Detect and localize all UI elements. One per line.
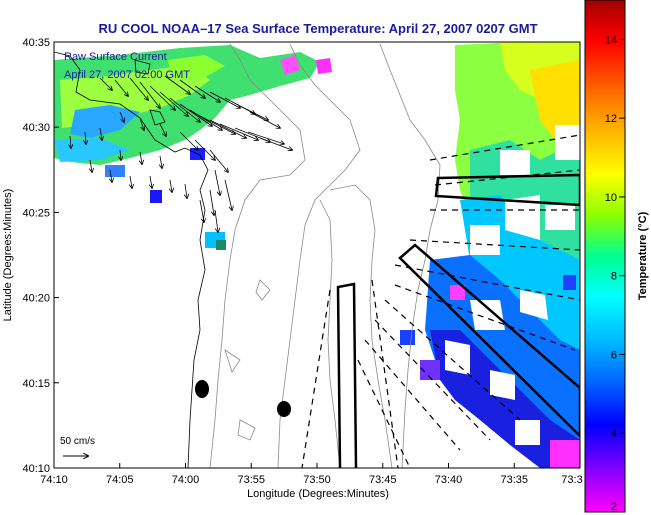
x-tick-label: 73:45 bbox=[369, 474, 397, 486]
x-tick-label: 73:40 bbox=[435, 474, 463, 486]
y-tick-label: 40:15 bbox=[22, 378, 50, 390]
colorbar-tick-label: 12 bbox=[605, 113, 617, 125]
coastline bbox=[54, 51, 209, 468]
plot-area: Raw Surface Current April 27, 2007 02:00… bbox=[53, 41, 581, 469]
surface-current-vectors bbox=[70, 75, 292, 232]
vector-scale-label: 50 cm/s bbox=[60, 436, 95, 447]
map-layer: Raw Surface Current April 27, 2007 02:00… bbox=[54, 42, 580, 468]
y-tick-label: 40:25 bbox=[22, 207, 50, 219]
station-marker bbox=[277, 401, 291, 417]
colorbar-tick-label: 14 bbox=[605, 34, 617, 46]
sst-data-gaps bbox=[445, 125, 580, 445]
colorbar-tick-label: 8 bbox=[611, 271, 617, 283]
y-tick-label: 40:35 bbox=[22, 37, 50, 49]
x-tick-label: 73:3 bbox=[561, 474, 582, 486]
colorbar-gradient bbox=[584, 0, 626, 513]
colorbar-tick-label: 6 bbox=[611, 349, 617, 361]
bathymetry-contours bbox=[209, 43, 441, 468]
x-axis-ticks: 74:10 74:05 74:00 73:55 73:50 73:45 73:40 73:35… bbox=[40, 463, 583, 486]
x-axis-label: Longitude (Degrees:Minutes) bbox=[247, 488, 389, 500]
colorbar-tick-label: 10 bbox=[605, 192, 617, 204]
x-tick-label: 74:10 bbox=[40, 474, 68, 486]
sector-outlines bbox=[336, 173, 580, 468]
y-axis-ticks: 40:35 40:30 40:25 40:20 40:15 40:10 bbox=[22, 37, 59, 475]
colorbar-ticks: 2 4 6 8 10 12 14 bbox=[605, 34, 625, 513]
y-axis-label: Latitude (Degrees:Minutes) bbox=[2, 189, 14, 322]
y-tick-label: 40:20 bbox=[22, 293, 50, 305]
colorbar: 2 4 6 8 10 12 14 Temperature (°C) bbox=[584, 0, 649, 513]
legend-line-1: Raw Surface Current bbox=[64, 51, 167, 63]
x-tick-label: 73:55 bbox=[237, 474, 265, 486]
chart-title: RU COOL NOAA–17 Sea Surface Temperature:… bbox=[98, 21, 537, 36]
y-tick-label: 40:10 bbox=[22, 463, 50, 475]
colorbar-tick-label: 2 bbox=[611, 501, 617, 513]
x-tick-label: 74:05 bbox=[106, 474, 134, 486]
sst-patch-northwest bbox=[54, 45, 332, 250]
colorbar-label: Temperature (°C) bbox=[637, 211, 649, 300]
colorbar-tick-label: 4 bbox=[611, 428, 617, 440]
station-marker bbox=[195, 380, 209, 398]
station-markers bbox=[195, 380, 291, 417]
y-tick-label: 40:30 bbox=[22, 122, 50, 134]
dashed-beam-lines bbox=[301, 134, 580, 468]
x-tick-label: 73:50 bbox=[303, 474, 331, 486]
legend-line-2: April 27, 2007 02:00 GMT bbox=[64, 69, 190, 81]
x-tick-label: 73:35 bbox=[500, 474, 528, 486]
x-tick-label: 74:00 bbox=[172, 474, 200, 486]
